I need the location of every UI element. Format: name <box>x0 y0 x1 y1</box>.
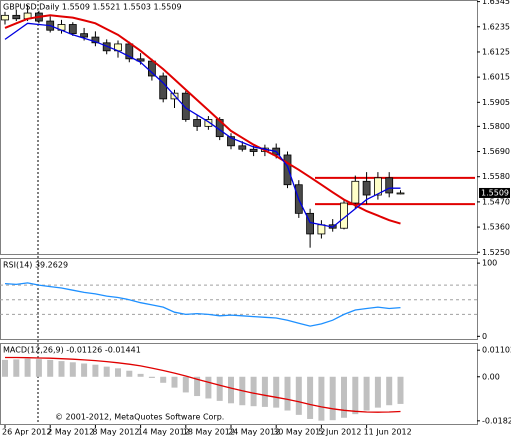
histogram-bar <box>2 359 8 377</box>
x-tick-label: 26 Apr 2012 <box>2 428 51 437</box>
indicator-line <box>5 356 401 413</box>
histogram-bar <box>352 376 359 415</box>
candle-body <box>159 75 168 100</box>
histogram-bar <box>182 376 189 393</box>
histogram-bar <box>35 359 42 377</box>
histogram-bar <box>137 373 144 377</box>
histogram-bar <box>58 361 65 377</box>
histogram-bar <box>24 358 31 377</box>
histogram-bar <box>273 376 280 408</box>
y-tick-label: 1.5800 <box>482 122 510 131</box>
histogram-bar <box>250 376 257 407</box>
histogram-bar <box>103 366 110 377</box>
histogram-bar <box>284 376 291 411</box>
histogram-bar <box>47 359 54 377</box>
indicator-line <box>4 22 401 228</box>
copyright: © 2001-2012, MetaQuotes Software Corp. <box>55 413 224 422</box>
histogram-bar <box>216 376 223 401</box>
histogram-bar <box>295 376 302 415</box>
y-tick-label: -0.01827 <box>482 416 511 425</box>
y-tick-label: 0 <box>482 332 487 341</box>
x-tick-label: 2 May 2012 <box>47 428 94 437</box>
panel-title: RSI(14) 39.2629 <box>3 261 68 270</box>
x-tick-label: 5 Jun 2012 <box>318 428 361 437</box>
candle-body <box>147 60 156 77</box>
histogram-bar <box>374 376 381 408</box>
histogram-bar <box>81 363 88 377</box>
candle-body <box>396 192 405 195</box>
price-tag <box>479 187 510 198</box>
y-tick-label: 1.5905 <box>482 98 510 107</box>
candle-body <box>193 119 202 127</box>
y-tick-label: 1.6015 <box>482 73 510 82</box>
histogram-bar <box>115 368 121 377</box>
candle-body <box>181 92 190 120</box>
candle-body <box>68 24 77 35</box>
panel-title: MACD(12,26,9) -0.01126 -0.01441 <box>3 346 141 355</box>
y-tick-label: 1.6345 <box>482 0 510 6</box>
histogram-bar <box>160 376 167 383</box>
candle-body <box>283 154 292 186</box>
candle-body <box>12 14 21 20</box>
histogram-bar <box>318 376 325 421</box>
candle-body <box>362 180 371 196</box>
histogram-bar <box>228 376 234 404</box>
histogram-bar <box>205 376 212 399</box>
histogram-bar <box>194 376 201 397</box>
x-tick-label: 30 May 2012 <box>273 428 325 437</box>
y-tick-label: 1.6235 <box>482 22 510 31</box>
candle-body <box>204 119 213 127</box>
histogram-bar <box>363 376 370 411</box>
indicator-line <box>4 14 401 225</box>
histogram-bar <box>171 376 178 388</box>
x-tick-label: 14 May 2012 <box>138 428 190 437</box>
candle-body <box>317 224 326 235</box>
histogram-bar <box>69 362 76 377</box>
histogram-bar <box>397 376 404 404</box>
candle-body <box>373 177 382 196</box>
histogram-bar <box>261 376 268 407</box>
candle-body <box>249 148 258 152</box>
y-tick-label: 1.5470 <box>482 197 510 206</box>
histogram-bar <box>126 370 133 377</box>
y-tick-label: 1.5690 <box>482 147 510 156</box>
x-tick-label: 18 May 2012 <box>183 428 235 437</box>
histogram-bar <box>148 376 155 378</box>
candle-body <box>351 180 360 204</box>
histogram-bar <box>386 376 393 406</box>
panel-frame <box>0 343 478 425</box>
candle-body <box>385 177 394 194</box>
x-tick-label: 8 May 2012 <box>92 428 139 437</box>
histogram-bar <box>329 376 336 421</box>
candle-body <box>80 33 88 38</box>
y-tick-label: 1.5580 <box>482 172 510 181</box>
panel-frame <box>0 0 478 255</box>
candle-body <box>227 136 235 147</box>
histogram-bar <box>13 359 20 377</box>
y-tick-label: 1.6125 <box>482 47 510 56</box>
candle-body <box>1 14 9 21</box>
y-tick-label: 0.00 <box>482 372 500 381</box>
candle-body <box>238 145 247 150</box>
histogram-bar <box>92 364 99 377</box>
indicator-line <box>4 282 401 327</box>
panel-title: GBPUSD,Daily 1.5509 1.5521 1.5503 1.5509 <box>3 3 182 12</box>
y-tick-label: 0.01102 <box>482 346 511 355</box>
y-tick-label: 1.5360 <box>482 223 510 232</box>
y-tick-label: 100 <box>482 259 497 268</box>
x-tick-label: 24 May 2012 <box>228 428 280 437</box>
histogram-bar <box>341 376 347 418</box>
last-price: 1.5509 <box>481 188 509 197</box>
panel-frame <box>0 258 478 340</box>
y-tick-label: 1.5250 <box>482 248 510 257</box>
x-tick-label: 11 Jun 2012 <box>364 428 412 437</box>
histogram-bar <box>307 376 314 419</box>
